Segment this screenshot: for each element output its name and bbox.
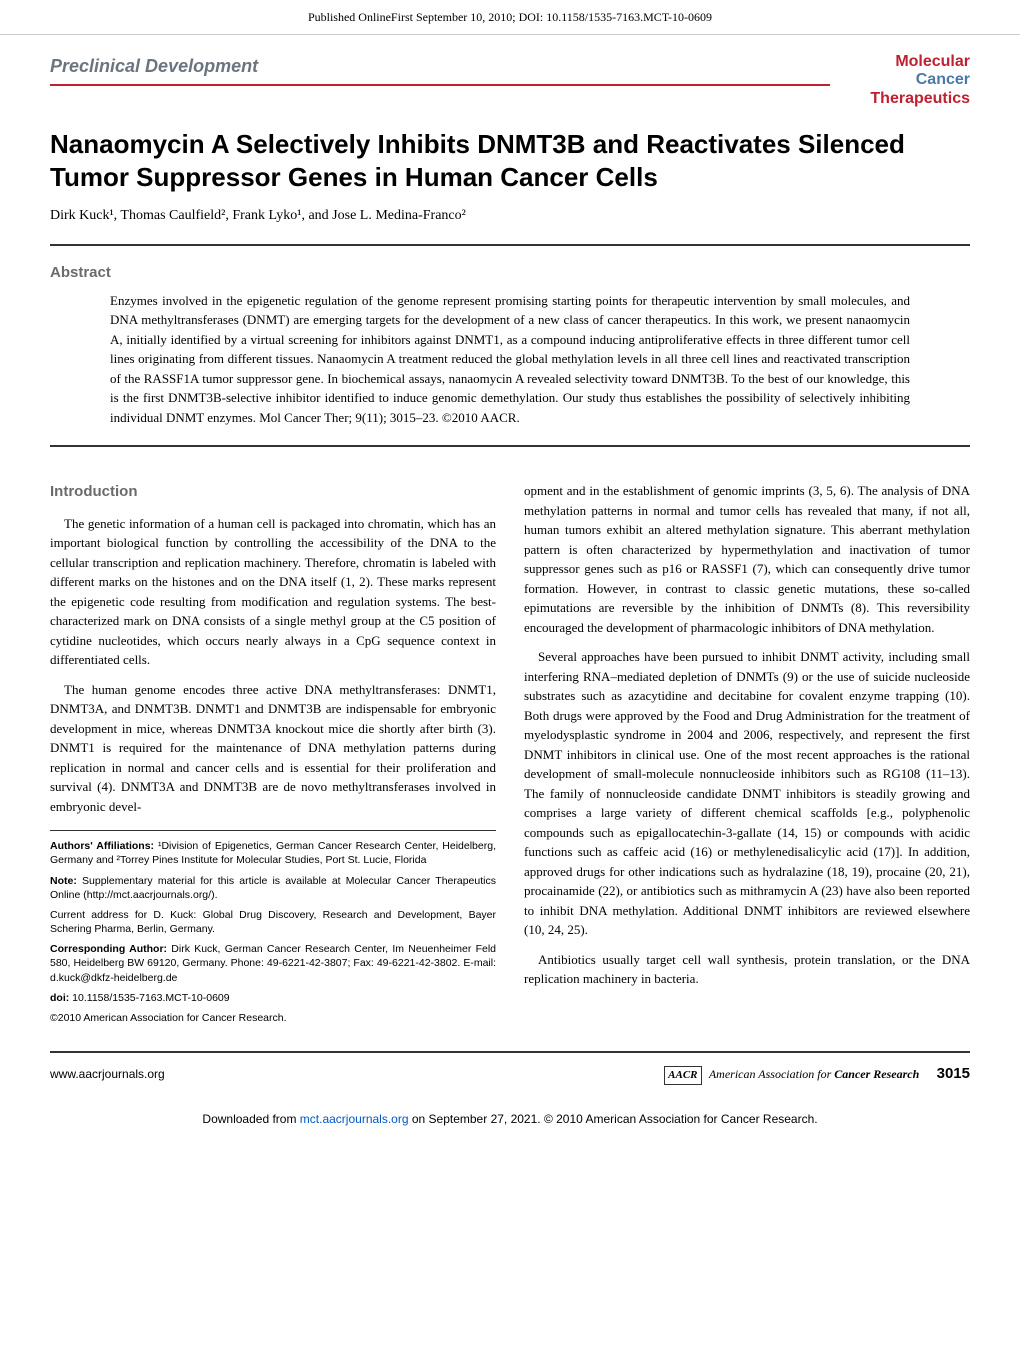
section-label: Preclinical Development: [50, 53, 830, 86]
page-number: 3015: [937, 1065, 970, 1082]
aacr-text: American Association for Cancer Research: [709, 1067, 919, 1081]
intro-para-5: Antibiotics usually target cell wall syn…: [524, 950, 970, 989]
corresponding-label: Corresponding Author:: [50, 943, 167, 955]
article-title: Nanaomycin A Selectively Inhibits DNMT3B…: [0, 118, 1020, 205]
brand-line-3: Therapeutics: [870, 90, 970, 108]
abstract-block: Abstract Enzymes involved in the epigene…: [0, 262, 1020, 481]
authors-list: Dirk Kuck¹, Thomas Caulfield², Frank Lyk…: [50, 205, 970, 246]
doi-label: doi:: [50, 992, 69, 1004]
footer-right: AACR American Association for Cancer Res…: [664, 1063, 970, 1086]
affiliations: Authors' Affiliations: ¹Division of Epig…: [50, 839, 496, 867]
intro-para-1: The genetic information of a human cell …: [50, 514, 496, 670]
page-footer: www.aacrjournals.org AACR American Assoc…: [50, 1051, 970, 1100]
download-footer: Downloaded from mct.aacrjournals.org on …: [0, 1100, 1020, 1142]
dl-pre: Downloaded from: [202, 1112, 299, 1126]
note: Note: Supplementary material for this ar…: [50, 874, 496, 902]
aacr-logo-icon: AACR: [664, 1066, 701, 1085]
copyright: ©2010 American Association for Cancer Re…: [50, 1011, 496, 1025]
right-column: opment and in the establishment of genom…: [524, 481, 970, 1031]
intro-para-2: The human genome encodes three active DN…: [50, 680, 496, 817]
journal-brand: Molecular Cancer Therapeutics: [870, 53, 970, 108]
top-bar: Preclinical Development Molecular Cancer…: [0, 35, 1020, 118]
affiliations-label: Authors' Affiliations:: [50, 840, 154, 852]
corresponding-author: Corresponding Author: Dirk Kuck, German …: [50, 942, 496, 985]
footer-url: www.aacrjournals.org: [50, 1065, 165, 1083]
intro-para-3: opment and in the establishment of genom…: [524, 481, 970, 637]
dl-post: on September 27, 2021. © 2010 American A…: [409, 1112, 818, 1126]
introduction-label: Introduction: [50, 481, 496, 504]
note-label: Note:: [50, 875, 77, 887]
page-header-doi: Published OnlineFirst September 10, 2010…: [0, 0, 1020, 35]
doi-text: 10.1158/1535-7163.MCT-10-0609: [69, 992, 229, 1004]
abstract-label: Abstract: [50, 262, 970, 285]
intro-para-4: Several approaches have been pursued to …: [524, 647, 970, 940]
current-address: Current address for D. Kuck: Global Drug…: [50, 908, 496, 936]
abstract-text: Enzymes involved in the epigenetic regul…: [50, 291, 970, 448]
brand-line-2: Cancer: [870, 71, 970, 89]
left-column: Introduction The genetic information of …: [50, 481, 496, 1031]
note-text: Supplementary material for this article …: [50, 875, 496, 901]
author-info-block: Authors' Affiliations: ¹Division of Epig…: [50, 830, 496, 1025]
body-two-column: Introduction The genetic information of …: [0, 481, 1020, 1051]
dl-link[interactable]: mct.aacrjournals.org: [300, 1112, 409, 1126]
brand-line-1: Molecular: [870, 53, 970, 71]
doi: doi: 10.1158/1535-7163.MCT-10-0609: [50, 991, 496, 1005]
